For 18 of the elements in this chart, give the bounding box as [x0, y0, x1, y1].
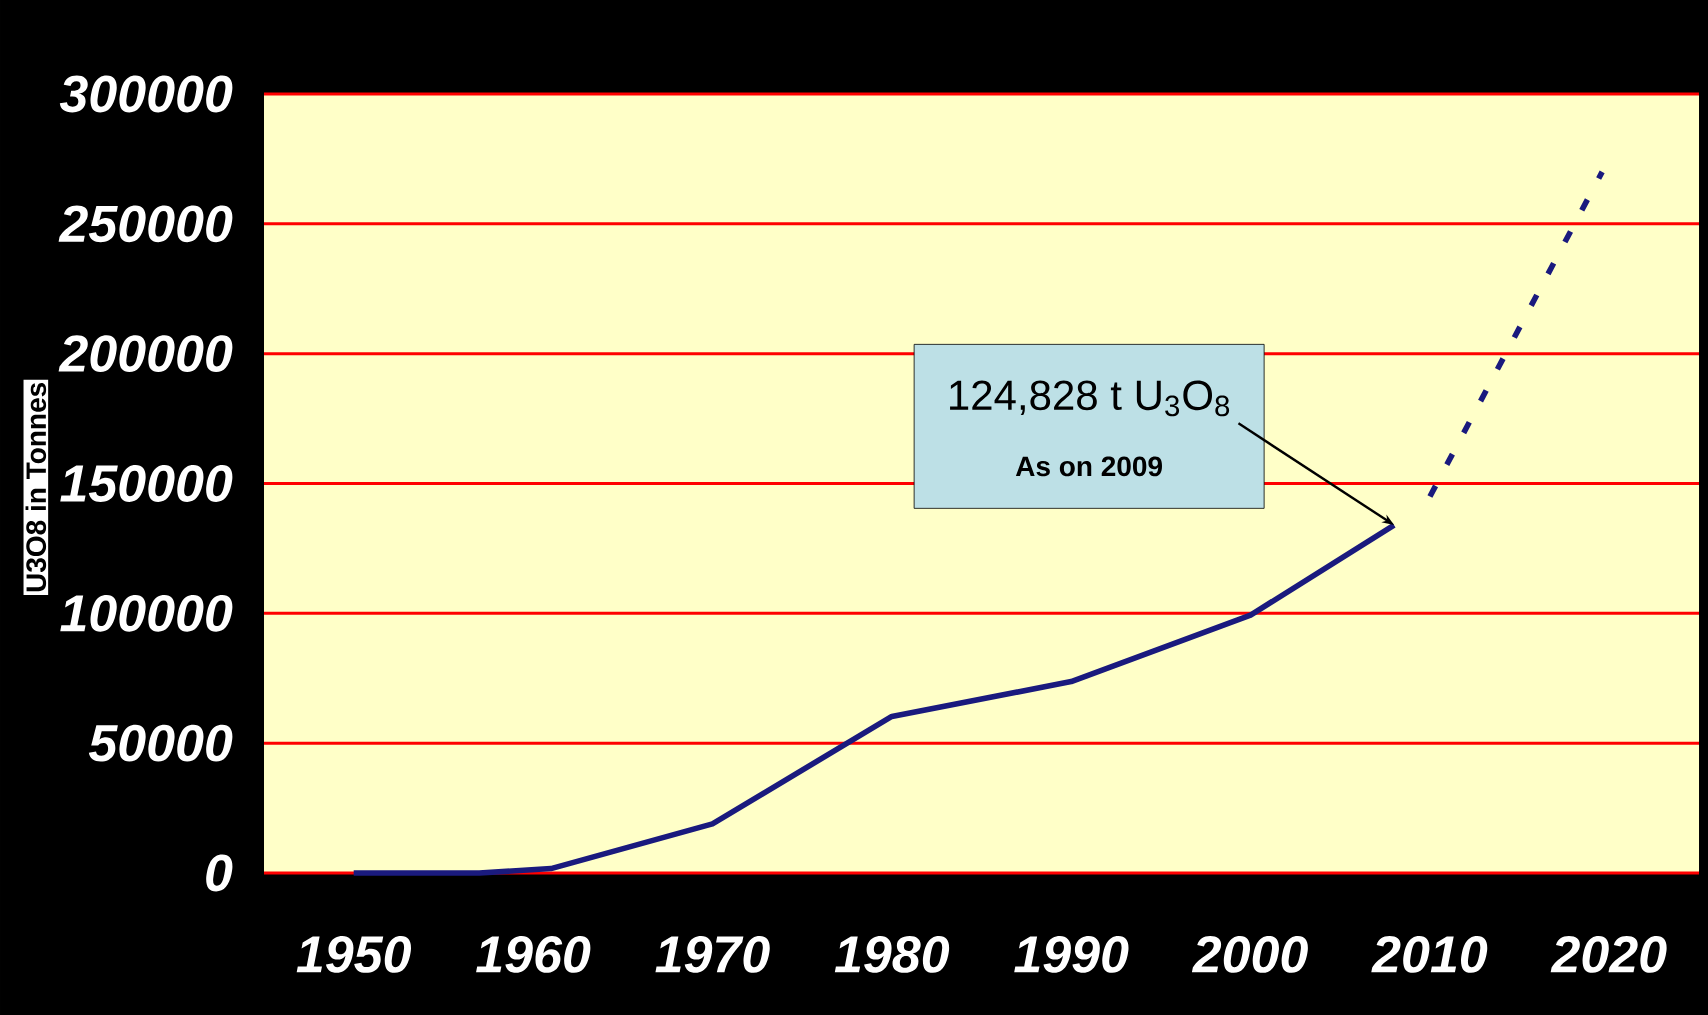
y-tick-label: 250000 [58, 205, 233, 243]
x-tick-label: 2020 [1550, 936, 1667, 973]
y-tick-label: 50000 [88, 724, 233, 762]
annotation: As on 2009 [1015, 456, 1162, 477]
y-tick-label: 150000 [60, 465, 233, 502]
annotation: 124,828 t U$_{3}$O$_{8}$ [950, 380, 1230, 417]
x-tick-label: 1980 [834, 936, 950, 973]
x-tick-label: 1970 [655, 936, 770, 973]
y-tick-label: 200000 [58, 335, 233, 373]
x-tick-label: 1990 [1014, 936, 1129, 973]
y-tick-label: 0 [206, 854, 233, 892]
x-tick-label: 1960 [476, 936, 591, 973]
x-tick-label: 1950 [296, 936, 411, 973]
x-tick-label: 2000 [1191, 936, 1308, 973]
y-axis-title: U3O8 in Tonnes [25, 382, 47, 592]
x-tick-label: 2010 [1371, 936, 1488, 973]
y-tick-label: 100000 [60, 594, 233, 632]
y-tick-label: 300000 [59, 75, 233, 113]
